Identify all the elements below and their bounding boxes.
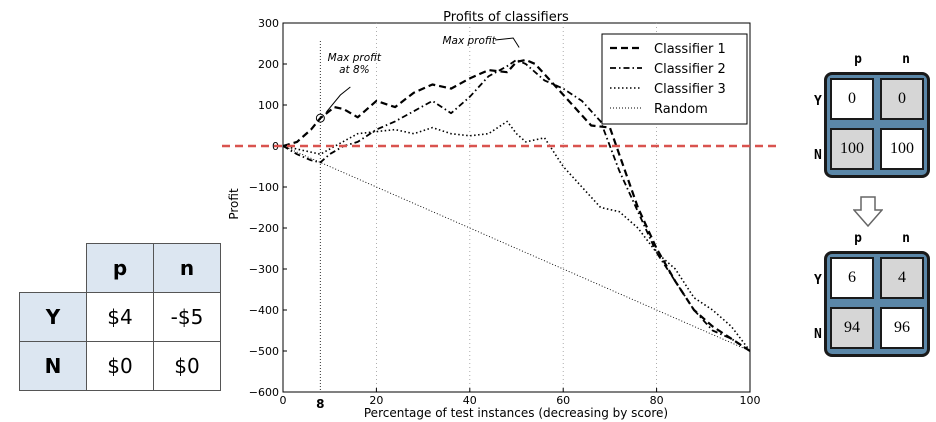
x-tick-label: 100 — [740, 394, 761, 407]
x-tick-label: 40 — [463, 394, 477, 407]
cm-top-row-y: Y — [814, 94, 822, 109]
cm-bot-col-p: p — [854, 231, 862, 246]
series-line-random — [282, 145, 751, 352]
x-tick-label: 80 — [650, 394, 664, 407]
annotation-arrow-1 — [325, 86, 351, 113]
max-profit-circle — [315, 113, 325, 123]
payoff-table: p n Y $4 -$5 N $0 $0 — [19, 243, 221, 391]
y-tick-label: −100 — [249, 181, 279, 194]
plot-area: 020406080100−600−500−400−300−200−1000100… — [222, 17, 780, 411]
cm-bot-cell-np: 94 — [830, 307, 874, 349]
annotation-max-profit-8-line: at 8% — [339, 64, 370, 76]
cm-bot-grid: 6 4 94 96 — [824, 251, 930, 357]
y-tick-label: −600 — [249, 386, 279, 399]
profit-chart: Profits of classifiers Profit Percentage… — [222, 10, 780, 420]
cm-top-col-n: n — [902, 52, 910, 67]
x-tick-label: 60 — [556, 394, 570, 407]
cm-bot-cell-yp: 6 — [830, 257, 874, 299]
annotation-max-profit-8-line: Max profit — [328, 52, 382, 64]
payoff-col-p: p — [86, 243, 154, 293]
y-tick-label: 200 — [258, 58, 279, 71]
legend-label: Random — [654, 102, 708, 117]
payoff-row-n: N — [19, 341, 87, 391]
y-tick-label: −400 — [249, 304, 279, 317]
chart-xlabel: Percentage of test instances (decreasing… — [364, 406, 668, 420]
cm-top-cell-yn: 0 — [880, 78, 924, 120]
cm-bot-col-n: n — [902, 231, 910, 246]
payoff-cell-y-p: $4 — [86, 292, 154, 342]
cm-bot-cell-nn: 96 — [880, 307, 924, 349]
payoff-row-y: Y — [19, 292, 87, 342]
payoff-cell-n-p: $0 — [86, 341, 154, 391]
cm-top-col-p: p — [854, 52, 862, 67]
y-tick-label: −200 — [249, 222, 279, 235]
y-tick-label: −300 — [249, 263, 279, 276]
x-tick-label: 20 — [369, 394, 383, 407]
series-line-classifier-1 — [282, 58, 751, 352]
annotation-arrow-2 — [495, 37, 520, 48]
cm-top-row-n: N — [814, 148, 822, 163]
down-arrow-icon — [853, 196, 883, 228]
payoff-corner — [20, 244, 87, 293]
y-tick-label: 100 — [258, 99, 279, 112]
cm-bot-row-n: N — [814, 327, 822, 342]
legend-label: Classifier 3 — [654, 82, 726, 97]
legend-label: Classifier 1 — [654, 42, 726, 57]
confusion-matrix-top: p n Y N 0 0 100 100 — [812, 52, 934, 188]
chart-ylabel: Profit — [227, 188, 241, 220]
cm-top-cell-np: 100 — [830, 128, 874, 170]
chart-title: Profits of classifiers — [443, 10, 569, 25]
payoff-col-n: n — [153, 243, 221, 293]
confusion-matrix-bottom: p n Y N 6 4 94 96 — [812, 231, 934, 367]
series-line-classifier-2 — [282, 59, 751, 352]
x-tick-label: 0 — [280, 394, 287, 407]
payoff-cell-n-n: $0 — [153, 341, 221, 391]
annotation-max-profit-peak: Max profit — [442, 35, 496, 47]
y-tick-label: 300 — [258, 17, 279, 30]
cm-bot-cell-yn: 4 — [880, 257, 924, 299]
cm-bot-row-y: Y — [814, 273, 822, 288]
y-tick-label: −500 — [249, 345, 279, 358]
legend-label: Classifier 2 — [654, 62, 726, 77]
cm-top-cell-nn: 100 — [880, 128, 924, 170]
marker-x-label: 8 — [316, 397, 324, 411]
cm-top-cell-yp: 0 — [830, 78, 874, 120]
cm-top-grid: 0 0 100 100 — [824, 72, 930, 178]
series-line-classifier-3 — [282, 120, 751, 352]
payoff-cell-y-n: -$5 — [153, 292, 221, 342]
